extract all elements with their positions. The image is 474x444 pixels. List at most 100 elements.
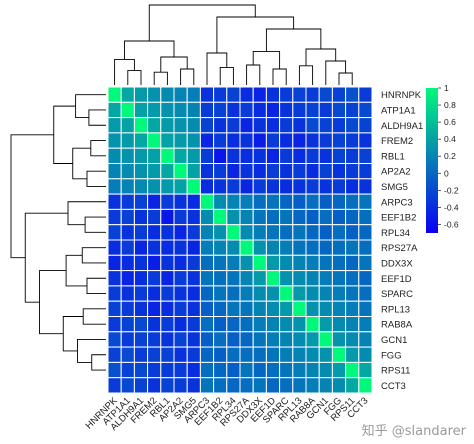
- dendrogram-branch: [325, 60, 347, 85]
- heatmap-cell: [133, 285, 149, 302]
- heatmap-cell: [318, 147, 333, 164]
- colorbar-tick-label: -0.6: [444, 219, 459, 229]
- heatmap-cell: [107, 254, 122, 272]
- heatmap-cell: [107, 239, 122, 256]
- heatmap-cell: [107, 117, 122, 134]
- heatmap-cell: [239, 377, 254, 394]
- heatmap-cell: [147, 285, 162, 302]
- heatmap-cell: [265, 254, 281, 272]
- heatmap-cell: [173, 270, 188, 287]
- heatmap-cell: [133, 377, 149, 394]
- heatmap-cell: [120, 132, 135, 149]
- heatmap-cell: [358, 346, 373, 363]
- dendrogram-branch: [53, 105, 76, 164]
- heatmap-cell: [213, 101, 228, 119]
- heatmap-cell: [345, 193, 360, 210]
- heatmap-cell: [199, 101, 215, 119]
- heatmap-cell: [345, 377, 360, 394]
- heatmap-cell: [358, 254, 373, 272]
- dendrogram-branch: [91, 354, 106, 371]
- heatmap-cell: [252, 208, 267, 226]
- heatmap-cell: [213, 285, 228, 302]
- heatmap-cell: [279, 239, 294, 256]
- heatmap-cell: [173, 147, 188, 164]
- heatmap-cell: [292, 147, 307, 164]
- heatmap-cell: [147, 239, 162, 256]
- colorbar-tick-label: 0.6: [444, 117, 456, 127]
- heatmap-cell: [318, 117, 333, 134]
- heatmap-cell: [265, 285, 281, 302]
- heatmap-cell: [120, 331, 135, 348]
- heatmap-cell: [213, 377, 228, 394]
- heatmap-cell: [252, 331, 267, 348]
- heatmap-cell: [305, 101, 320, 119]
- row-label: EEF1B2: [381, 213, 416, 224]
- heatmap-cell: [133, 178, 149, 195]
- row-label: RPL34: [381, 228, 410, 239]
- heatmap-cell: [345, 285, 360, 302]
- row-label: SPARC: [381, 289, 413, 300]
- heatmap-cell: [358, 163, 373, 180]
- heatmap-cell: [265, 361, 281, 379]
- heatmap-cell: [226, 239, 241, 256]
- heatmap-cell: [160, 208, 175, 226]
- heatmap-cell: [107, 361, 122, 379]
- heatmap-cell: [107, 193, 122, 210]
- heatmap-cell: [279, 193, 294, 210]
- heatmap-cell: [239, 224, 254, 241]
- heatmap-cell: [186, 163, 201, 180]
- heatmap-cell: [173, 346, 188, 363]
- heatmap-cell: [173, 193, 188, 210]
- heatmap-cell: [239, 270, 254, 287]
- heatmap-cell: [331, 224, 347, 241]
- dendrogram-branch: [67, 201, 106, 226]
- heatmap-cell: [107, 86, 122, 103]
- heatmap-cell: [239, 147, 254, 164]
- heatmap-cell: [160, 239, 175, 256]
- heatmap-cell: [292, 86, 307, 103]
- heatmap-cell: [107, 101, 122, 119]
- heatmap-cell: [292, 239, 307, 256]
- dendrogram-branch: [305, 48, 337, 66]
- heatmap-cell: [252, 270, 267, 287]
- heatmap-cell: [318, 331, 333, 348]
- heatmap-cell: [213, 270, 228, 287]
- colorbar-tick-label: 1: [444, 83, 449, 93]
- heatmap-cell: [199, 361, 215, 379]
- heatmap-cell: [239, 300, 254, 318]
- heatmap-cell: [173, 239, 188, 256]
- heatmap-cell: [160, 285, 175, 302]
- heatmap-cell: [318, 239, 333, 256]
- heatmap-cell: [331, 193, 347, 210]
- heatmap-cell: [147, 132, 162, 149]
- heatmap-cell: [345, 254, 360, 272]
- heatmap-cell: [173, 224, 188, 241]
- heatmap-cell: [120, 285, 135, 302]
- heatmap-cell: [318, 224, 333, 241]
- heatmap-cell: [252, 224, 267, 241]
- heatmap-cell: [292, 101, 307, 119]
- colorbar-tick-label: 0.2: [444, 151, 456, 161]
- heatmap-cell: [173, 86, 188, 103]
- heatmap-cell: [279, 254, 294, 272]
- heatmap-cell: [252, 178, 267, 195]
- heatmap-cell: [318, 193, 333, 210]
- heatmap-cell: [120, 208, 135, 226]
- heatmap-cell: [199, 331, 215, 348]
- heatmap-cell: [133, 117, 149, 134]
- dendrogram-branch: [180, 68, 195, 85]
- heatmap-cell: [292, 178, 307, 195]
- heatmap-cell: [120, 147, 135, 164]
- heatmap-cell: [358, 361, 373, 379]
- heatmap-cell: [133, 300, 149, 318]
- heatmap-cell: [345, 361, 360, 379]
- heatmap-cell: [133, 163, 149, 180]
- heatmap-cell: [279, 101, 294, 119]
- heatmap-cell: [318, 361, 333, 379]
- heatmap-cell: [173, 101, 188, 119]
- dendrogram-branch: [219, 66, 234, 85]
- heatmap-cell: [239, 132, 254, 149]
- heatmap-cell: [358, 117, 373, 134]
- dendrogram-branch: [65, 254, 87, 287]
- heatmap-cell: [186, 285, 201, 302]
